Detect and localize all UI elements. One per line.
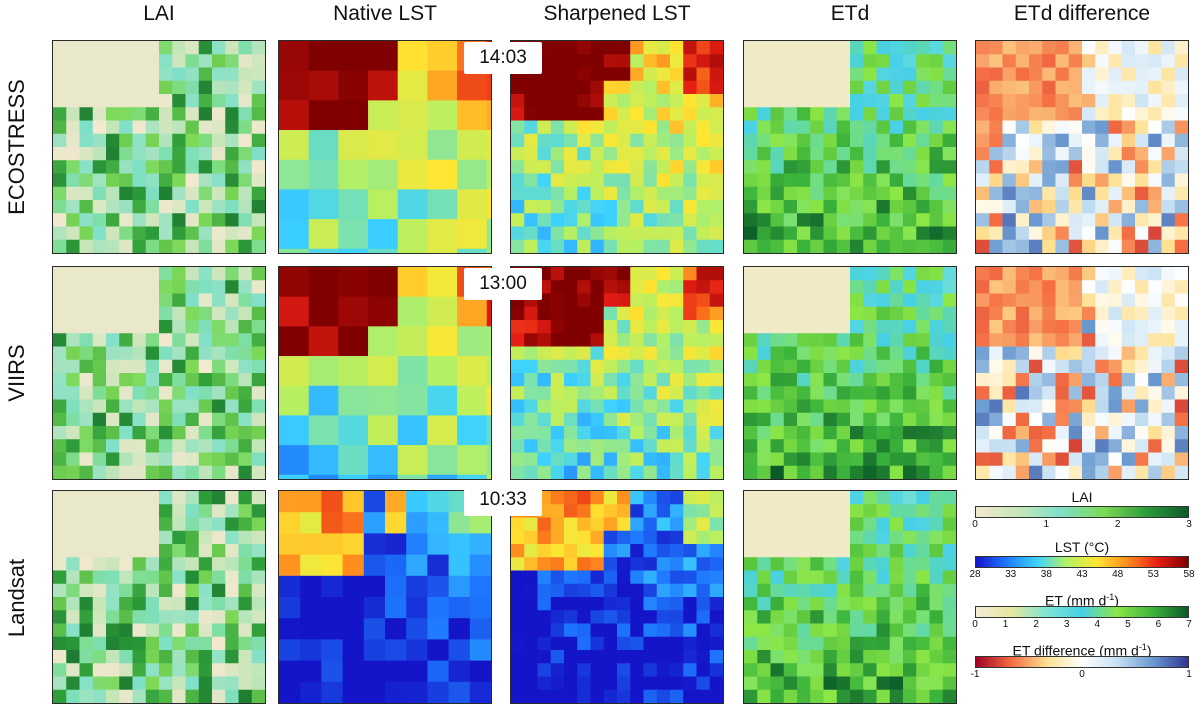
time-badge-ecostress: 14:03 [464,42,542,74]
map-panel-ecostress-lst-native [278,40,492,254]
legend-tick-label: 58 [1183,569,1195,580]
map-panel-ecostress-et [743,40,957,254]
map-panel-ecostress-diff [975,40,1189,254]
legend-lst-title: LST (°C) [1054,539,1110,555]
legend-tick-label: 2 [1033,619,1039,630]
legend-lai-colorbar [975,506,1189,518]
col-header-etd: ETd [830,2,870,25]
legend-et-ticks: 0 1 2 3 4 5 6 7 [972,618,1192,632]
row-label-viirs: VIIRS [4,344,29,402]
map-panel-viirs-lai [52,266,266,480]
legend-tick-label: -1 [970,669,980,680]
legend-etdiff-colorbar [975,656,1189,668]
legend-tick-label: 1 [1186,669,1192,680]
map-panel-viirs-lst-sharp [510,266,724,480]
map-panel-viirs-diff [975,266,1189,480]
time-badge-viirs: 13:00 [464,268,542,300]
legend-tick-label: 33 [1005,569,1017,580]
legend-tick-label: 53 [1147,569,1159,580]
row-label-landsat: Landsat [4,558,29,638]
legend-tick-label: 7 [1186,619,1192,630]
col-header-sharpened-lst: Sharpened LST [543,2,691,25]
legend-tick-label: 1 [1043,519,1050,530]
map-panel-viirs-et [743,266,957,480]
map-panel-ecostress-lst-sharp [510,40,724,254]
legend-tick-label: 28 [969,569,981,580]
row-label-ecostress: ECOSTRESS [4,79,29,215]
legend-et-difference: ET difference (mm d-1) -1 0 1 [971,638,1192,682]
legend-lst: LST (°C) 28 33 38 43 48 53 58 [969,538,1194,582]
legend-tick-label: 2 [1114,519,1121,530]
col-header-lai: LAI [143,2,175,25]
legend-lai-ticks: 0 1 2 3 [972,518,1192,532]
legend-tick-label: 38 [1040,569,1052,580]
col-header-native-lst: Native LST [333,2,437,25]
time-badge-landsat: 10:33 [464,484,542,516]
legend-tick-label: 1 [1002,619,1009,630]
legend-tick-label: 6 [1155,619,1162,630]
map-panel-viirs-lst-native [278,266,492,480]
legend-tick-label: 3 [1063,619,1070,630]
legend-etdiff-title: ET difference (mm d-1) [1012,642,1152,659]
legend-lst-colorbar [975,556,1189,568]
legend-tick-label: 0 [972,619,978,630]
legend-et-title: ET (mm d-1) [1045,592,1119,609]
legend-et: ET (mm d-1) 0 1 2 3 4 5 6 7 [972,588,1192,632]
map-panel-ecostress-lai [52,40,266,254]
col-header-etd-difference: ETd difference [1013,2,1151,25]
legend-lst-ticks: 28 33 38 43 48 53 58 [969,568,1194,582]
legend-tick-label: 4 [1094,619,1101,630]
legend-lai-title: LAI [1071,489,1093,505]
map-panel-landsat-lst-native [278,490,492,704]
legend-tick-label: 43 [1076,569,1088,580]
map-panel-landsat-et [743,490,957,704]
map-panel-landsat-lst-sharp [510,490,724,704]
legend-et-colorbar [975,606,1189,618]
legend-tick-label: 48 [1112,569,1124,580]
legend-lai: LAI 0 1 2 3 [972,488,1192,532]
legend-tick-label: 3 [1186,519,1192,530]
legend-tick-label: 0 [972,519,978,530]
legend-etdiff-ticks: -1 0 1 [971,668,1192,682]
map-panel-landsat-lai [52,490,266,704]
legend-tick-label: 0 [1079,669,1085,680]
legend-tick-label: 5 [1125,619,1131,630]
